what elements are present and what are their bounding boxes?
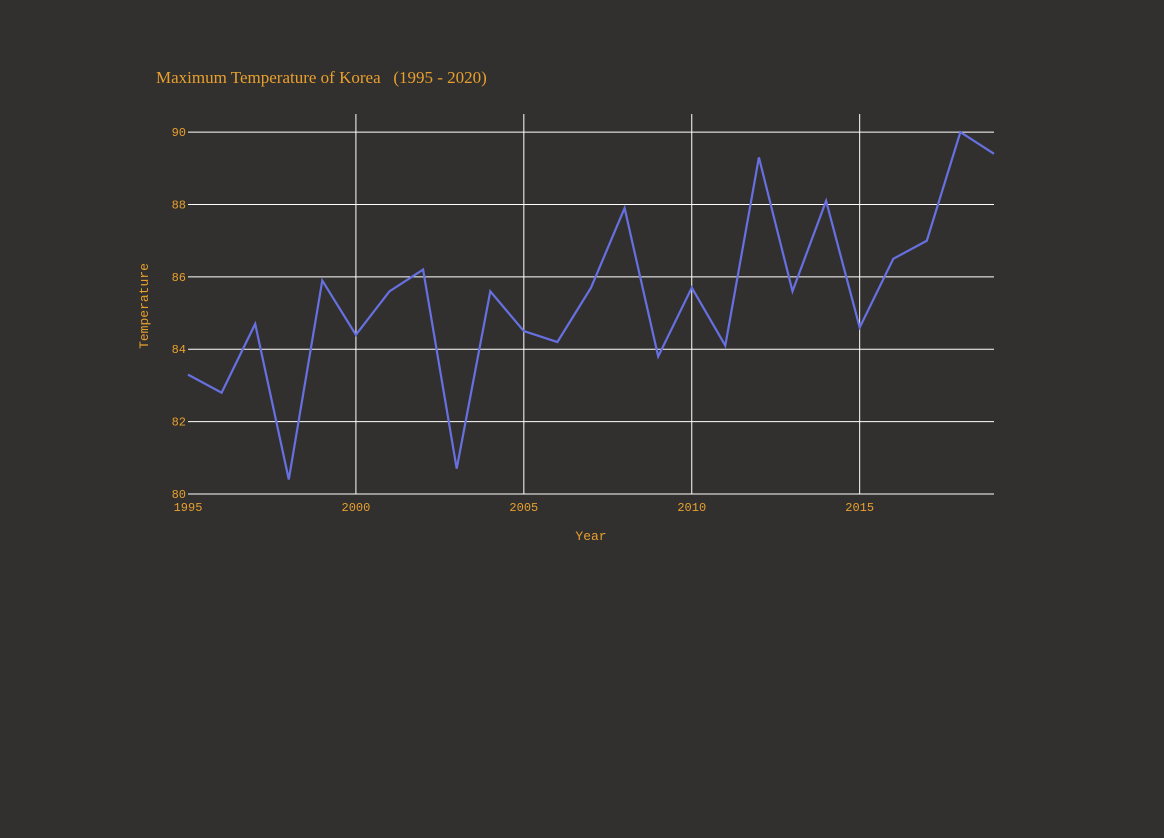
y-tick-label: 82 bbox=[172, 416, 186, 430]
y-tick-label: 86 bbox=[172, 271, 186, 285]
y-tick-label: 88 bbox=[172, 198, 186, 212]
y-tick-label: 84 bbox=[172, 343, 186, 357]
y-tick-label: 90 bbox=[172, 126, 186, 140]
x-tick-label: 1995 bbox=[174, 501, 203, 515]
x-tick-labels: 1995 2000 2005 2010 2015 bbox=[174, 501, 874, 515]
chart-title: Maximum Temperature of Korea (1995 - 202… bbox=[156, 68, 487, 87]
y-tick-label: 80 bbox=[172, 488, 186, 502]
x-axis-title: Year bbox=[575, 529, 606, 544]
x-tick-label: 2005 bbox=[509, 501, 538, 515]
series-layer bbox=[187, 130, 995, 480]
series-line bbox=[187, 130, 995, 480]
x-gridlines bbox=[355, 114, 861, 494]
x-tick-label: 2015 bbox=[845, 501, 874, 515]
x-tick-label: 2010 bbox=[677, 501, 706, 515]
y-axis-title: Temperature bbox=[137, 263, 152, 349]
y-tick-labels: 80 82 84 86 88 90 bbox=[172, 126, 186, 502]
y-gridlines bbox=[188, 131, 994, 495]
x-tick-label: 2000 bbox=[342, 501, 371, 515]
